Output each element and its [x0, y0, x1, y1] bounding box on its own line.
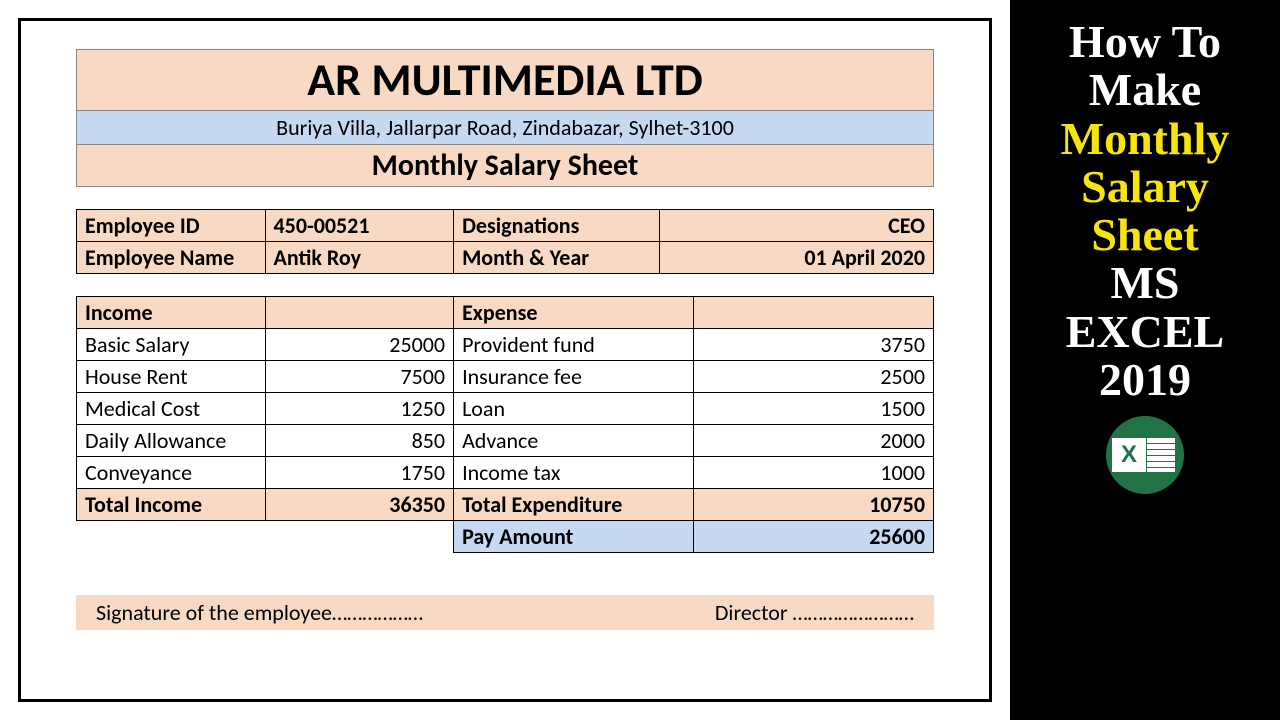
income-value: 1250 [265, 393, 454, 425]
banner-line: Make [1089, 66, 1201, 114]
expense-value: 2000 [694, 425, 934, 457]
table-row: Basic Salary 25000 Provident fund 3750 [77, 329, 934, 361]
expense-label: Income tax [454, 457, 694, 489]
title-banner: How To Make Monthly Salary Sheet MS EXCE… [1010, 0, 1280, 720]
banner-line: MS [1111, 259, 1180, 307]
finance-table: Income Expense Basic Salary 25000 Provid… [76, 296, 934, 553]
expense-value: 1500 [694, 393, 934, 425]
expense-label: Provident fund [454, 329, 694, 361]
banner-line: Monthly [1061, 115, 1230, 163]
expense-header: Expense [454, 297, 694, 329]
income-value: 1750 [265, 457, 454, 489]
banner-line: Sheet [1091, 211, 1198, 259]
value-emp-id: 450-00521 [265, 210, 454, 242]
total-income-label: Total Income [77, 489, 266, 521]
expense-label: Advance [454, 425, 694, 457]
income-label: Daily Allowance [77, 425, 266, 457]
table-row: Pay Amount 25600 [77, 521, 934, 553]
value-emp-name: Antik Roy [265, 242, 454, 274]
pay-amount-label: Pay Amount [454, 521, 694, 553]
table-row: Medical Cost 1250 Loan 1500 [77, 393, 934, 425]
expense-value: 1000 [694, 457, 934, 489]
employee-signature: Signature of the employee……………… [96, 599, 423, 626]
label-designation: Designations [454, 210, 660, 242]
expense-label: Loan [454, 393, 694, 425]
total-expense-value: 10750 [694, 489, 934, 521]
table-row: Employee Name Antik Roy Month & Year 01 … [77, 242, 934, 274]
table-row: Conveyance 1750 Income tax 1000 [77, 457, 934, 489]
company-address: Buriya Villa, Jallarpar Road, Zindabazar… [76, 111, 934, 145]
signature-row: Signature of the employee……………… Director… [76, 595, 934, 630]
company-title: AR MULTIMEDIA LTD [76, 49, 934, 111]
label-emp-id: Employee ID [77, 210, 266, 242]
banner-line: 2019 [1099, 356, 1191, 404]
document-frame: AR MULTIMEDIA LTD Buriya Villa, Jallarpa… [18, 18, 992, 702]
expense-value: 2500 [694, 361, 934, 393]
income-value: 850 [265, 425, 454, 457]
table-row: Total Income 36350 Total Expenditure 107… [77, 489, 934, 521]
expense-value: 3750 [694, 329, 934, 361]
value-month: 01 April 2020 [659, 242, 933, 274]
pay-amount-value: 25600 [694, 521, 934, 553]
table-row: House Rent 7500 Insurance fee 2500 [77, 361, 934, 393]
total-expense-label: Total Expenditure [454, 489, 694, 521]
total-income-value: 36350 [265, 489, 454, 521]
banner-line: How To [1069, 18, 1221, 66]
table-row: Income Expense [77, 297, 934, 329]
sheet-title: Monthly Salary Sheet [76, 145, 934, 187]
banner-line: Salary [1081, 163, 1209, 211]
banner-line: EXCEL [1066, 308, 1224, 356]
label-emp-name: Employee Name [77, 242, 266, 274]
excel-icon: X [1106, 416, 1184, 494]
income-label: Basic Salary [77, 329, 266, 361]
income-label: Conveyance [77, 457, 266, 489]
income-value: 7500 [265, 361, 454, 393]
income-value: 25000 [265, 329, 454, 361]
income-label: Medical Cost [77, 393, 266, 425]
label-month: Month & Year [454, 242, 660, 274]
table-row: Employee ID 450-00521 Designations CEO [77, 210, 934, 242]
value-designation: CEO [659, 210, 933, 242]
employee-info-table: Employee ID 450-00521 Designations CEO E… [76, 209, 934, 274]
income-header: Income [77, 297, 266, 329]
director-signature: Director …………………… [715, 599, 914, 626]
excel-x-icon: X [1112, 438, 1146, 472]
income-label: House Rent [77, 361, 266, 393]
table-row: Daily Allowance 850 Advance 2000 [77, 425, 934, 457]
expense-label: Insurance fee [454, 361, 694, 393]
document-area: AR MULTIMEDIA LTD Buriya Villa, Jallarpa… [0, 0, 1010, 720]
excel-sheet-icon [1146, 437, 1176, 473]
